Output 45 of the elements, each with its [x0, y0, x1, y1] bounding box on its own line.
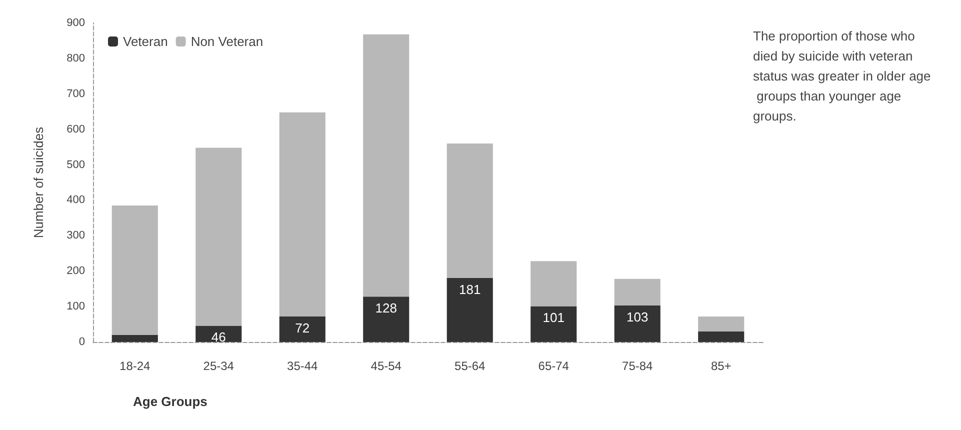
y-tick-label: 600: [66, 123, 85, 136]
data-label: 46: [211, 330, 226, 345]
x-tick-label: 18-24: [120, 359, 151, 373]
x-tick-label: 35-44: [287, 359, 318, 373]
y-tick-label: 700: [66, 88, 85, 100]
y-tick-label: 500: [66, 158, 85, 171]
bar: [196, 326, 242, 342]
x-tick-label: 25-34: [203, 359, 234, 373]
legend-label: Veteran: [123, 34, 168, 49]
bar: [363, 296, 410, 342]
y-tick-label: 900: [66, 17, 85, 29]
bar: [614, 305, 660, 342]
y-axis-title: Number of suicides: [31, 126, 46, 238]
bar: [530, 261, 577, 306]
y-tick-label: 100: [66, 300, 85, 313]
data-label: 101: [542, 310, 564, 326]
x-tick-label: 85+: [710, 359, 732, 373]
y-tick-label: 0: [78, 336, 85, 348]
bar: [279, 112, 326, 316]
bar: [279, 316, 326, 342]
bar: [530, 306, 577, 342]
data-label: 103: [626, 309, 648, 324]
bar: [446, 144, 493, 278]
x-tick-label: 45-54: [370, 359, 402, 373]
data-label: 181: [459, 282, 481, 297]
bar: [363, 34, 410, 297]
bar: [112, 334, 158, 342]
data-label: 72: [295, 320, 310, 336]
bar: [698, 316, 744, 332]
y-tick-label: 200: [66, 265, 85, 278]
y-tick-label: 300: [66, 230, 85, 242]
legend-label: Non Veteran: [190, 34, 264, 49]
x-axis-title: Age Groups: [133, 394, 208, 409]
bar: [446, 278, 493, 342]
y-tick-label: 800: [66, 52, 85, 64]
data-label: 128: [375, 300, 397, 316]
bar: [614, 278, 660, 306]
x-tick-label: 65-74: [538, 359, 570, 373]
bar: [112, 206, 158, 335]
x-tick-label: 75-84: [622, 359, 654, 373]
bar: [698, 331, 744, 342]
y-tick-label: 400: [66, 194, 85, 206]
x-tick-label: 55-64: [454, 359, 486, 373]
bar: [196, 148, 242, 326]
annotation: The proportion of those who died by suicide with veteran status was greater in older age groups than younger age groups.: [753, 28, 931, 124]
